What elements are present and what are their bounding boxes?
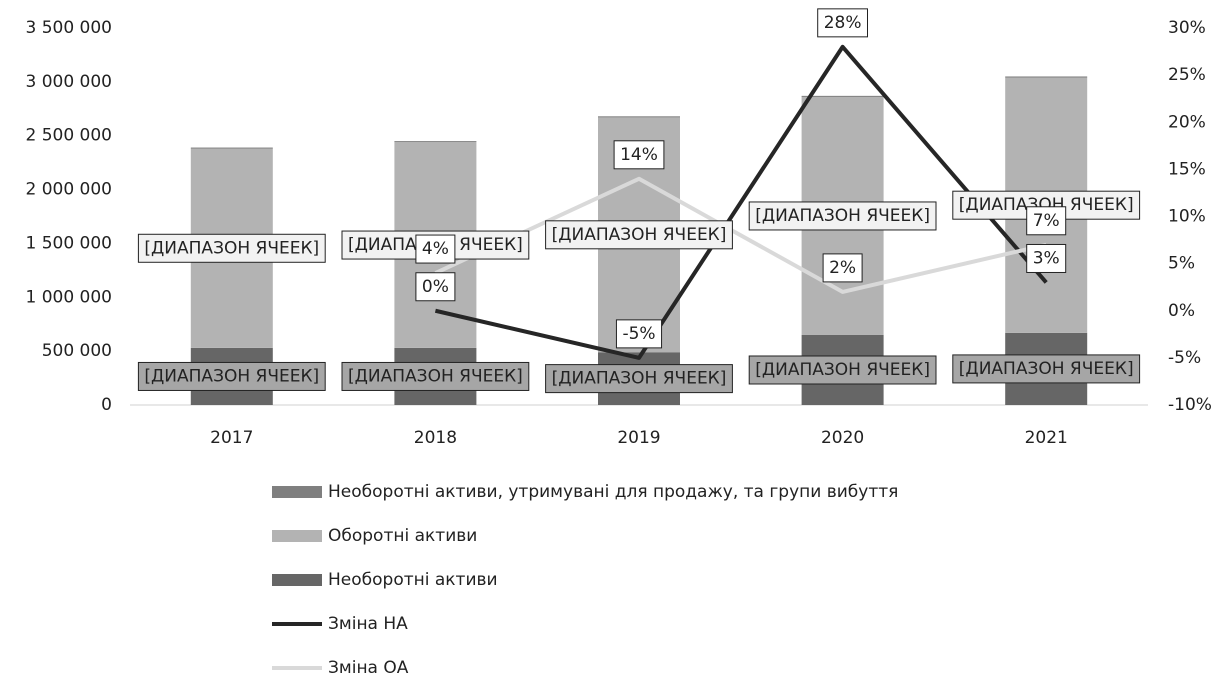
y-tick-label: 0 (101, 395, 112, 415)
y-tick-label: 500 000 (42, 341, 112, 361)
data-label-box (748, 355, 937, 385)
line-label-box (822, 253, 863, 283)
y2-tick-label: 15% (1168, 159, 1206, 179)
data-label: [ДИАПАЗОН ЯЧЕЕК] (348, 366, 523, 386)
line-label-box (817, 8, 868, 38)
line-label-box (415, 272, 456, 302)
y2-tick-label: 25% (1168, 65, 1206, 85)
data-label-group: [ДИАПАЗОН ЯЧЕЕК] (748, 201, 937, 231)
line-label-box (613, 140, 665, 170)
data-label: [ДИАПАЗОН ЯЧЕЕК] (144, 238, 319, 258)
line-label-group: 2% (822, 253, 863, 283)
line-label-group: 14% (613, 140, 665, 170)
data-label-group: [ДИАПАЗОН ЯЧЕЕК] (137, 361, 326, 391)
y-tick-label: 3 000 000 (25, 72, 112, 92)
legend-label: Зміна ОА (328, 658, 409, 678)
y2-tick-label: 5% (1168, 254, 1195, 274)
line-label-group: 3% (1026, 243, 1067, 273)
line-label: -5% (622, 324, 655, 344)
bar (801, 95, 884, 97)
line-label: 14% (620, 145, 658, 165)
line-label: 7% (1033, 211, 1060, 231)
data-label-box (545, 220, 733, 250)
y2-tick-label: 20% (1168, 112, 1206, 132)
y2-tick-label: 30% (1168, 18, 1206, 38)
line-label: 4% (422, 239, 449, 259)
legend-swatch (272, 574, 322, 586)
legend-swatch (272, 530, 322, 542)
line-label: 28% (824, 13, 862, 33)
line-label-box (415, 234, 456, 264)
data-label-group: [ДИАПАЗОН ЯЧЕЕК] (545, 220, 733, 250)
line-label: 2% (829, 258, 856, 278)
bar (1005, 76, 1088, 78)
line-label-group: 28% (817, 8, 868, 38)
line-label-group: -5% (615, 319, 663, 349)
y-tick-label: 1 500 000 (25, 233, 112, 253)
y2-tick-label: 0% (1168, 301, 1195, 321)
line (434, 176, 1047, 294)
line-label-box (1026, 243, 1067, 273)
data-label: [ДИАПАЗОН ЯЧЕЕК] (552, 369, 727, 389)
x-tick-label: 2020 (821, 428, 864, 448)
x-tick-label: 2017 (210, 428, 253, 448)
data-label-box (952, 354, 1141, 384)
data-label-group: [ДИАПАЗОН ЯЧЕЕК] (748, 355, 937, 385)
y2-tick-label: -5% (1168, 348, 1201, 368)
line-label-group: 7% (1026, 206, 1067, 236)
y2-tick-label: 10% (1168, 207, 1206, 227)
data-label-box (748, 201, 937, 231)
y2-tick-label: -10% (1168, 395, 1212, 415)
data-label: [ДИАПАЗОН ЯЧЕЕК] (755, 206, 930, 226)
data-label-box (137, 233, 326, 263)
x-tick-label: 2018 (414, 428, 457, 448)
bar (598, 116, 680, 118)
data-label: [ДИАПАЗОН ЯЧЕЕК] (755, 360, 930, 380)
line (434, 44, 1048, 360)
legend-label: Необоротні активи (328, 570, 498, 590)
y-tick-label: 1 000 000 (25, 287, 112, 307)
data-label: [ДИАПАЗОН ЯЧЕЕК] (959, 195, 1134, 215)
y-tick-label: 2 000 000 (25, 180, 112, 200)
line-label: 3% (1033, 248, 1060, 268)
data-label-box (341, 361, 530, 391)
line-label: 0% (422, 277, 449, 297)
data-label-box (137, 361, 326, 391)
data-label: [ДИАПАЗОН ЯЧЕЕК] (144, 366, 319, 386)
data-label: [ДИАПАЗОН ЯЧЕЕК] (552, 225, 727, 245)
legend-swatch (272, 486, 322, 498)
line-label-group: 4% (415, 234, 456, 264)
data-label-box (545, 364, 733, 394)
legend-label: Зміна НА (328, 614, 408, 634)
line-label-box (1026, 206, 1067, 236)
data-label-group: [ДИАПАЗОН ЯЧЕЕК] (341, 361, 530, 391)
legend-label: Оборотні активи (328, 526, 477, 546)
bar (394, 141, 477, 143)
data-label-group: [ДИАПАЗОН ЯЧЕЕК] (952, 190, 1141, 220)
data-label-group: [ДИАПАЗОН ЯЧЕЕК] (137, 233, 326, 263)
data-label: [ДИАПАЗОН ЯЧЕЕК] (959, 359, 1134, 379)
legend-label: Необоротні активи, утримувані для продаж… (328, 482, 898, 502)
x-tick-label: 2021 (1025, 428, 1068, 448)
line-label-box (615, 319, 663, 349)
data-label-group: [ДИАПАЗОН ЯЧЕЕК] (952, 354, 1141, 384)
line-label-group: 0% (415, 272, 456, 302)
bar (190, 147, 273, 149)
data-label-group: [ДИАПАЗОН ЯЧЕЕК] (545, 364, 733, 394)
y-tick-label: 2 500 000 (25, 126, 112, 146)
y-tick-label: 3 500 000 (25, 18, 112, 38)
x-tick-label: 2019 (617, 428, 660, 448)
